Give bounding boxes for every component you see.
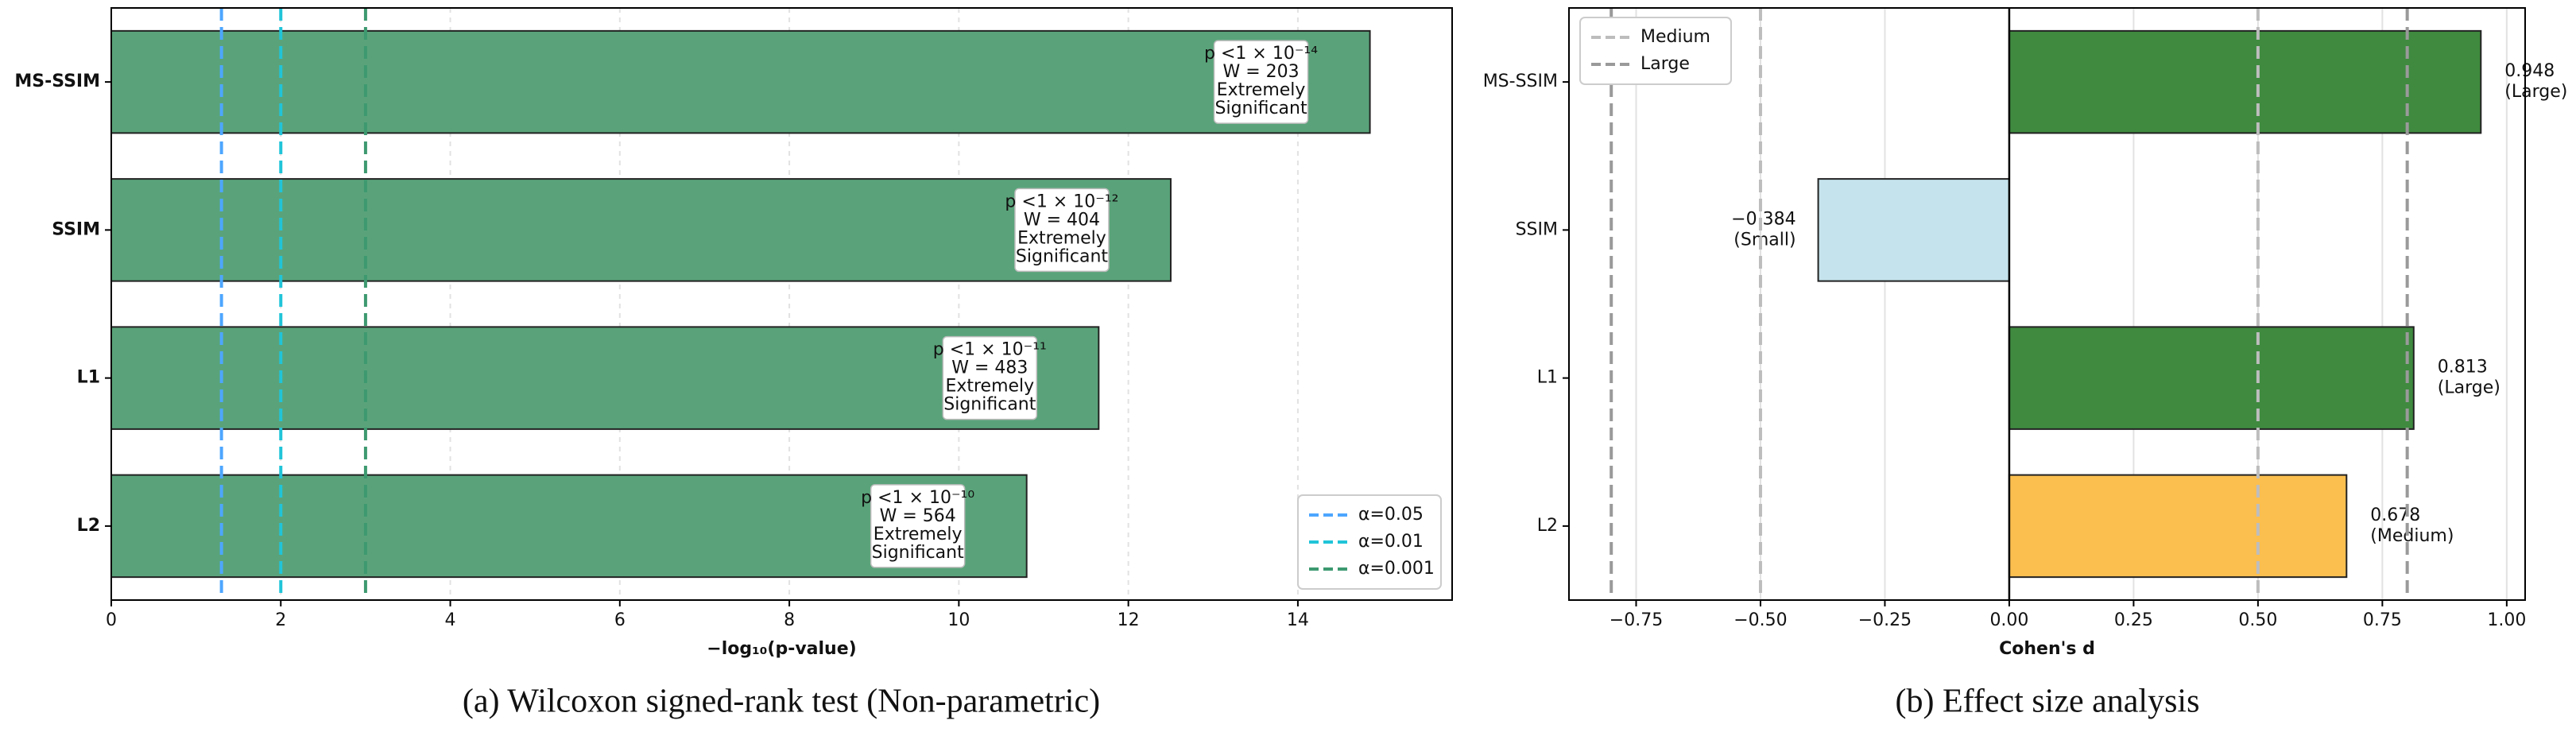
y-tick-label: L2 [77, 516, 100, 536]
legend-label: Medium [1641, 27, 1710, 47]
x-tick-label: 6 [614, 610, 626, 630]
legend-label: α=0.05 [1358, 505, 1424, 525]
x-axis-label: Cohen's d [1999, 639, 2095, 659]
y-tick-label: MS-SSIM [1483, 72, 1558, 91]
x-tick-label: 2 [275, 610, 286, 630]
x-tick-label: 0.75 [2363, 610, 2402, 630]
bar [2008, 474, 2348, 579]
annotation: Extremely [1017, 228, 1106, 248]
x-tick-label: 14 [1287, 610, 1309, 630]
annotation: Extremely [1217, 80, 1306, 100]
x-tick-label: 0 [106, 610, 117, 630]
bar [2008, 326, 2415, 430]
x-tick-label: 8 [784, 610, 795, 630]
annotation: W = 564 [880, 506, 956, 526]
annotation: Extremely [945, 377, 1034, 397]
x-tick-label: −0.50 [1733, 610, 1787, 630]
value-label: 0.678 [2370, 505, 2420, 525]
bar [1817, 178, 2010, 282]
value-label: 0.813 [2438, 358, 2488, 378]
y-tick-label: L2 [1537, 516, 1558, 536]
value-label: −0.384 [1731, 209, 1795, 229]
x-tick-label: −0.25 [1858, 610, 1912, 630]
x-tick-label: 10 [947, 610, 970, 630]
legend-label: Large [1641, 54, 1690, 74]
annotation-box [870, 484, 966, 568]
annotation: Significant [1016, 246, 1108, 266]
bar [110, 29, 1371, 134]
x-axis-label: −log₁₀(p-value) [707, 639, 856, 659]
x-tick-label: −0.75 [1610, 610, 1663, 630]
annotation: p <1 × 10⁻¹¹ [933, 340, 1047, 360]
annotation: Significant [1215, 99, 1307, 118]
bar [110, 326, 1100, 430]
effect-label: (Medium) [2370, 526, 2454, 546]
bar [110, 178, 1172, 282]
legend-label: α=0.01 [1358, 532, 1424, 552]
y-tick-label: SSIM [52, 219, 100, 239]
annotation: p <1 × 10⁻¹⁰ [861, 488, 974, 508]
legend-box [1579, 17, 1732, 85]
annotation-box [942, 335, 1038, 420]
y-tick-label: L1 [1537, 368, 1558, 388]
annotation: W = 203 [1222, 62, 1299, 82]
annotation: Significant [872, 543, 964, 563]
effect-label: (Small) [1733, 230, 1795, 250]
x-tick-label: 4 [445, 610, 456, 630]
y-tick-label: MS-SSIM [14, 72, 100, 91]
x-tick-label: 1.00 [2487, 610, 2526, 630]
legend-box [1297, 494, 1442, 590]
annotation: Significant [943, 395, 1036, 415]
axes-frame [110, 7, 1453, 601]
annotation: W = 404 [1024, 210, 1100, 230]
axes-frame [1568, 7, 2526, 601]
x-tick-label: 12 [1118, 610, 1140, 630]
caption: (a) Wilcoxon signed-rank test (Non-param… [463, 684, 1100, 720]
annotation: p <1 × 10⁻¹⁴ [1204, 44, 1318, 64]
bar [2008, 29, 2482, 134]
x-tick-label: 0.50 [2238, 610, 2277, 630]
effect-label: (Large) [2504, 82, 2567, 102]
legend-label: α=0.001 [1358, 559, 1435, 579]
x-tick-label: 0.00 [1989, 610, 2028, 630]
x-tick-label: 0.25 [2114, 610, 2153, 630]
annotation: Extremely [874, 525, 963, 544]
annotation-box [1213, 40, 1309, 124]
effect-label: (Large) [2438, 378, 2500, 398]
y-tick-label: SSIM [1516, 219, 1558, 239]
y-tick-label: L1 [77, 368, 100, 388]
value-label: 0.948 [2504, 61, 2555, 81]
annotation-box [1014, 188, 1110, 273]
caption: (b) Effect size analysis [1896, 684, 2200, 720]
annotation: p <1 × 10⁻¹² [1005, 192, 1118, 211]
annotation: W = 483 [951, 358, 1028, 378]
